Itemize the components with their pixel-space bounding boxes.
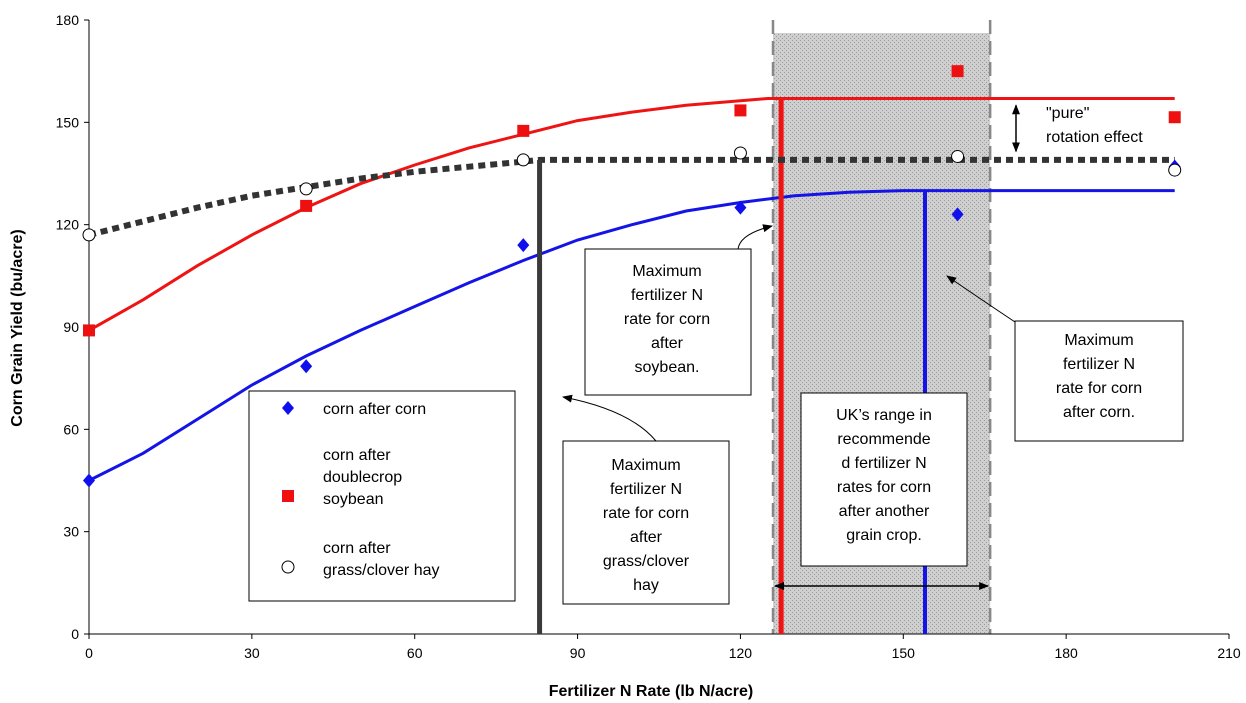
legend-marker-corn-after-soybean <box>282 490 294 502</box>
data-point-corn-after-hay <box>299 182 313 196</box>
y-tick-label: 30 <box>63 524 79 540</box>
annotation-arrow-hay <box>562 394 657 442</box>
annotation-arrow-soybean <box>737 224 773 250</box>
y-tick-label: 150 <box>56 114 80 130</box>
data-point-corn-after-soybean <box>517 124 530 137</box>
x-tick-label: 90 <box>570 645 586 661</box>
annotation-box-soybean <box>584 248 752 396</box>
legend-layer: corn after corn corn after doublecrop soybe… <box>248 390 516 602</box>
data-point-corn-after-corn <box>734 200 747 215</box>
legend-label-corn-after-hay: corn after grass/clover hay <box>323 540 440 579</box>
x-tick-label: 210 <box>1217 645 1241 661</box>
annotation-box-corn <box>1014 320 1184 442</box>
data-point-corn-after-corn <box>517 238 530 253</box>
data-point-corn-after-hay <box>516 153 530 167</box>
data-point-corn-after-hay <box>82 228 96 242</box>
x-tick-label: 150 <box>892 645 916 661</box>
y-axis-title: Corn Grain Yield (bu/acre) <box>9 229 26 426</box>
axes-layer: 0 30 60 90 120 150 180 0 30 60 90 120 150 180 210 <box>56 12 1241 661</box>
data-point-corn-after-soybean <box>951 65 964 78</box>
data-point-corn-after-corn <box>83 473 95 488</box>
x-tick-label: 120 <box>729 645 753 661</box>
fit-curve-series-2 <box>88 97 1175 332</box>
y-tick-label: 90 <box>63 319 79 335</box>
legend-marker-corn-after-hay <box>281 560 295 574</box>
legend-label-corn-after-soybean: corn after doublecrop soybean <box>323 447 402 508</box>
y-tick-label: 60 <box>63 421 79 437</box>
annotation-text-pure-effect: "pure" rotation effect <box>1046 105 1143 146</box>
data-point-corn-after-hay <box>733 146 747 160</box>
x-axis-title: Fertilizer N Rate (lb N/acre) <box>549 683 754 700</box>
data-point-corn-after-corn <box>300 359 313 374</box>
data-point-corn-after-soybean <box>300 199 313 212</box>
annotation-box-uk-range <box>800 392 968 567</box>
legend-marker-corn-after-corn <box>282 401 294 415</box>
x-tick-label: 30 <box>244 645 260 661</box>
y-tick-label: 0 <box>71 626 79 642</box>
series-points-layer <box>82 65 1182 488</box>
annotation-box-hay <box>562 440 730 605</box>
x-tick-label: 0 <box>85 645 93 661</box>
data-point-corn-after-soybean <box>734 104 747 117</box>
data-point-corn-after-soybean <box>1168 111 1181 124</box>
y-tick-label: 180 <box>56 12 80 28</box>
data-point-corn-after-corn <box>951 207 964 222</box>
data-point-corn-after-soybean <box>83 324 95 337</box>
legend-label-corn-after-corn: corn after corn <box>323 401 426 418</box>
x-tick-label: 60 <box>407 645 423 661</box>
fit-curve-series-1 <box>88 189 1175 482</box>
data-point-corn-after-hay <box>1168 163 1182 177</box>
annotation-arrow-corn <box>946 275 1016 323</box>
x-tick-label: 180 <box>1054 645 1078 661</box>
data-point-corn-after-hay <box>951 149 965 163</box>
y-tick-label: 120 <box>56 217 80 233</box>
